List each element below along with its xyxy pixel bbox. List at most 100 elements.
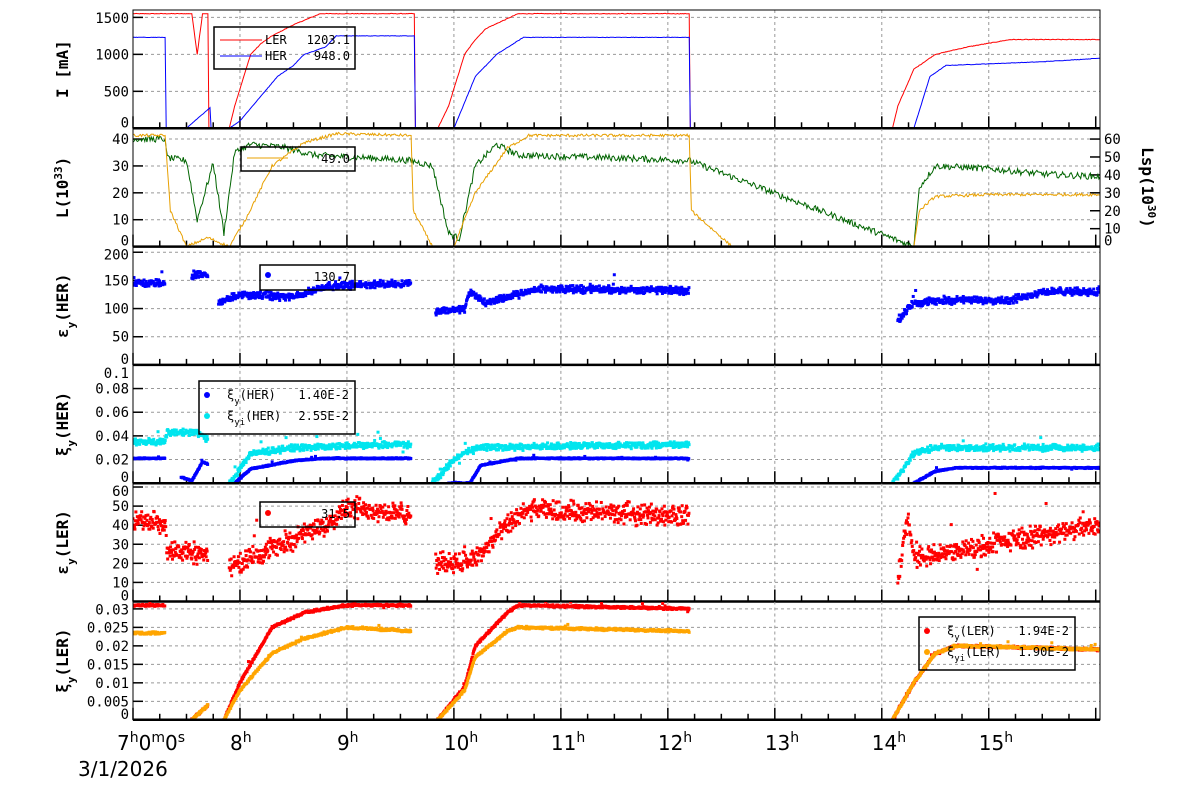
data-point bbox=[364, 444, 368, 448]
data-point bbox=[188, 552, 192, 556]
data-point bbox=[288, 545, 292, 549]
data-point bbox=[1085, 291, 1089, 295]
data-point bbox=[521, 448, 525, 452]
data-point bbox=[296, 443, 300, 447]
data-point bbox=[1000, 447, 1004, 451]
data-point bbox=[134, 284, 138, 288]
y-tick-label: 40 bbox=[112, 132, 129, 148]
data-point bbox=[181, 551, 185, 555]
data-point bbox=[394, 285, 398, 289]
data-point bbox=[608, 442, 612, 446]
data-point bbox=[538, 285, 542, 289]
data-point bbox=[378, 278, 382, 282]
data-point bbox=[198, 274, 202, 278]
data-point bbox=[1011, 446, 1015, 450]
data-point bbox=[982, 444, 986, 448]
data-point bbox=[316, 447, 320, 451]
data-point bbox=[133, 276, 136, 280]
data-point bbox=[272, 447, 276, 451]
data-point bbox=[365, 445, 369, 449]
data-point bbox=[231, 563, 235, 567]
series-line-HER bbox=[133, 35, 1100, 129]
data-point bbox=[256, 291, 260, 295]
data-point bbox=[941, 298, 945, 302]
data-point bbox=[965, 444, 969, 448]
data-point bbox=[199, 547, 203, 551]
data-point bbox=[1014, 293, 1018, 297]
data-point bbox=[540, 290, 544, 294]
data-point bbox=[541, 442, 545, 446]
data-point bbox=[199, 550, 203, 554]
data-point bbox=[281, 444, 285, 448]
data-point bbox=[494, 298, 498, 302]
data-point bbox=[234, 564, 238, 568]
data-point bbox=[538, 444, 542, 448]
data-point bbox=[629, 447, 633, 451]
data-point bbox=[268, 536, 272, 540]
data-point bbox=[1080, 449, 1084, 453]
data-point bbox=[560, 286, 564, 290]
y-tick-label: 20 bbox=[112, 556, 129, 572]
y-tick-label: 30 bbox=[112, 537, 129, 553]
data-point bbox=[686, 288, 690, 292]
data-point bbox=[197, 466, 201, 470]
y-axis-label: εy(LER) bbox=[53, 510, 78, 574]
data-point bbox=[288, 445, 292, 449]
data-point bbox=[319, 443, 323, 447]
data-point bbox=[624, 291, 628, 295]
data-point bbox=[457, 306, 461, 310]
ylabel-main: Lsp(10 bbox=[1138, 147, 1157, 205]
data-point bbox=[261, 447, 265, 451]
data-point bbox=[647, 286, 651, 290]
data-point bbox=[144, 280, 148, 284]
data-point bbox=[659, 285, 663, 289]
data-point bbox=[285, 536, 289, 540]
data-point bbox=[532, 285, 536, 289]
data-point bbox=[667, 291, 671, 295]
data-point bbox=[467, 446, 471, 450]
data-point bbox=[1085, 447, 1089, 451]
data-point bbox=[682, 293, 686, 297]
series-tune-her-0 bbox=[133, 453, 1100, 484]
data-point bbox=[651, 444, 655, 448]
data-point bbox=[625, 444, 629, 448]
data-point bbox=[1041, 449, 1045, 453]
data-point bbox=[574, 290, 578, 294]
data-point bbox=[339, 283, 343, 287]
data-point bbox=[590, 441, 594, 445]
data-point bbox=[277, 296, 281, 300]
data-point bbox=[373, 279, 377, 283]
data-point bbox=[569, 441, 573, 445]
data-point bbox=[295, 533, 299, 537]
data-point bbox=[338, 447, 342, 451]
data-point bbox=[242, 462, 246, 466]
data-point bbox=[238, 551, 242, 555]
data-point bbox=[187, 433, 191, 437]
data-point bbox=[1000, 295, 1004, 299]
data-point bbox=[944, 448, 948, 452]
data-point bbox=[269, 290, 273, 294]
data-point bbox=[1098, 466, 1100, 470]
data-point bbox=[255, 518, 259, 522]
data-point bbox=[463, 441, 467, 445]
data-point bbox=[431, 480, 435, 484]
data-point bbox=[649, 441, 653, 445]
data-point bbox=[283, 298, 287, 302]
data-point bbox=[1001, 442, 1005, 446]
data-point bbox=[446, 466, 450, 470]
data-point bbox=[200, 458, 204, 462]
data-point bbox=[1035, 447, 1039, 451]
data-point bbox=[163, 519, 167, 523]
data-point bbox=[291, 549, 295, 553]
data-point bbox=[1042, 287, 1046, 291]
data-point bbox=[916, 299, 920, 303]
data-point bbox=[330, 285, 334, 289]
y-tick-label: 50 bbox=[112, 330, 129, 346]
data-point bbox=[237, 561, 241, 565]
data-point bbox=[441, 472, 445, 476]
data-point bbox=[195, 431, 199, 435]
data-point bbox=[281, 543, 285, 547]
data-point bbox=[268, 297, 272, 301]
